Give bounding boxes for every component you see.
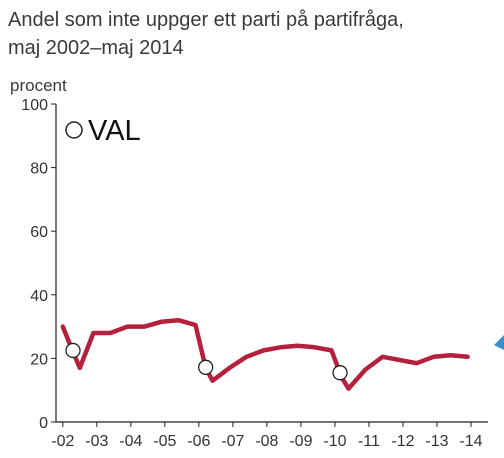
chart-title-line-2: maj 2002–maj 2014 xyxy=(8,37,184,59)
edge-accent-shape xyxy=(494,335,504,350)
x-tick-label: -10 xyxy=(323,433,346,450)
y-tick-label: 0 xyxy=(39,415,48,432)
y-tick-label: 100 xyxy=(21,97,48,114)
election-marker xyxy=(65,342,81,359)
election-marker xyxy=(332,365,348,381)
chart-title: Andel som inte uppger ett parti på parti… xyxy=(8,6,498,62)
x-tick-label: -02 xyxy=(51,433,74,450)
x-tick-label: -11 xyxy=(358,433,380,450)
x-tick-label: -09 xyxy=(289,433,312,450)
y-tick-label: 60 xyxy=(30,224,48,241)
legend-marker-icon xyxy=(65,121,83,139)
y-axis-unit-label: procent xyxy=(10,76,67,95)
series-line xyxy=(60,317,470,391)
y-tick-label: 80 xyxy=(30,161,48,178)
legend-label: VAL xyxy=(88,115,141,147)
x-tick-label: -07 xyxy=(221,433,244,450)
x-tick-label: -14 xyxy=(459,433,482,450)
x-tick-label: -08 xyxy=(255,433,278,450)
x-tick-label: -13 xyxy=(425,433,448,450)
chart-title-line-1: Andel som inte uppger ett parti på parti… xyxy=(8,9,404,31)
x-tick-label: -04 xyxy=(119,433,142,450)
election-marker xyxy=(198,359,214,375)
x-tick-label: -06 xyxy=(187,433,210,450)
y-tick-label: 20 xyxy=(30,351,48,368)
x-tick-label: -12 xyxy=(391,433,414,450)
x-tick-label: -05 xyxy=(153,433,176,450)
y-tick-label: 40 xyxy=(30,288,48,305)
x-tick-label: -03 xyxy=(85,433,108,450)
